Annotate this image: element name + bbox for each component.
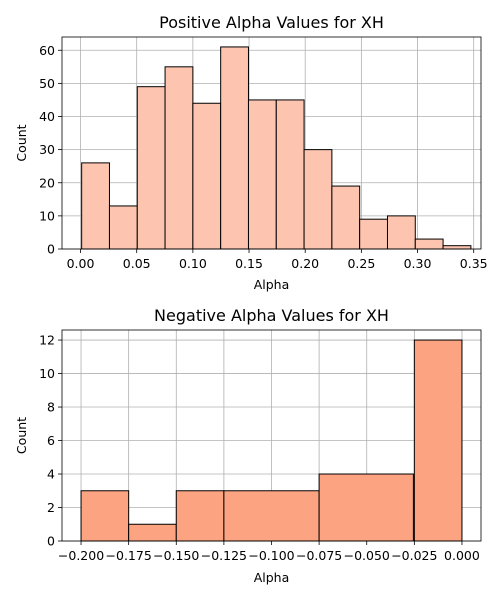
x-tick-label: 0.30 — [404, 256, 432, 271]
histogram-bar — [275, 99, 305, 250]
y-tick-label: 60 — [39, 43, 55, 58]
x-tick-label: 0.10 — [179, 256, 207, 271]
y-tick-label: 8 — [47, 400, 55, 415]
histogram-bar — [247, 99, 277, 250]
histogram-bar — [192, 102, 222, 250]
y-tick-label: 0 — [47, 242, 55, 257]
x-axis-label: Alpha — [254, 570, 290, 585]
x-tick-label: −0.100 — [248, 548, 294, 563]
x-tick-label: 0.20 — [291, 256, 319, 271]
chart-positive-alpha: 0.00 0.05 0.10 0.15 0.20 0.25 0.30 0.35 0 10 20 30 4… — [14, 13, 488, 292]
y-tick-label: 10 — [39, 366, 55, 381]
axes-frame — [61, 36, 482, 250]
x-tick-label: 0.00 — [67, 256, 95, 271]
x-tick-label: −0.075 — [296, 548, 342, 563]
histogram-bar — [303, 149, 333, 250]
y-tick-label: 10 — [39, 208, 55, 223]
histogram-bar — [220, 46, 249, 250]
y-axis-label: Count — [14, 417, 29, 454]
x-tick-label: 0.15 — [235, 256, 263, 271]
y-axis-label: Count — [14, 124, 29, 161]
histogram-bar — [318, 473, 414, 542]
x-tick-label: −0.200 — [58, 548, 104, 563]
histogram-bar — [80, 490, 130, 542]
histogram-bar — [331, 185, 361, 250]
histogram-bar — [359, 218, 388, 250]
histogram-bar — [108, 205, 138, 250]
histogram-bar — [386, 215, 416, 250]
histogram-bar — [136, 86, 166, 250]
histogram-bar — [81, 162, 110, 250]
chart-title: Negative Alpha Values for XH — [154, 306, 389, 325]
x-tick-label: −0.175 — [106, 548, 152, 563]
y-tick-label: 12 — [39, 333, 55, 348]
histogram-bar — [175, 490, 225, 542]
histogram-bar — [442, 245, 472, 250]
y-tick-label: 0 — [47, 534, 55, 549]
chart-title: Positive Alpha Values for XH — [159, 13, 384, 32]
x-tick-label: −0.125 — [201, 548, 247, 563]
x-tick-label: 0.25 — [347, 256, 375, 271]
x-tick-label: 0.35 — [460, 256, 488, 271]
y-tick-label: 20 — [39, 175, 55, 190]
histogram-bar — [413, 339, 463, 542]
y-tick-label: 6 — [47, 433, 55, 448]
y-tick-label: 30 — [39, 142, 55, 157]
y-tick-label: 40 — [39, 109, 55, 124]
x-tick-label: 0.05 — [123, 256, 151, 271]
y-tick-label: 2 — [47, 500, 55, 515]
histogram-bar — [414, 238, 444, 250]
x-axis-label: Alpha — [254, 277, 290, 292]
x-tick-label: −0.150 — [153, 548, 199, 563]
histogram-bar — [223, 490, 320, 542]
histogram-bar — [164, 66, 194, 250]
chart-negative-alpha: −0.200 −0.175 −0.150 −0.125 −0.100 −0.075 −0.0… — [14, 306, 482, 585]
x-tick-label: −0.050 — [344, 548, 390, 563]
y-tick-label: 50 — [39, 76, 55, 91]
x-tick-label: −0.025 — [391, 548, 437, 563]
histogram-bar — [128, 523, 177, 542]
y-tick-label: 4 — [47, 467, 55, 482]
x-tick-label: 0.000 — [444, 548, 480, 563]
